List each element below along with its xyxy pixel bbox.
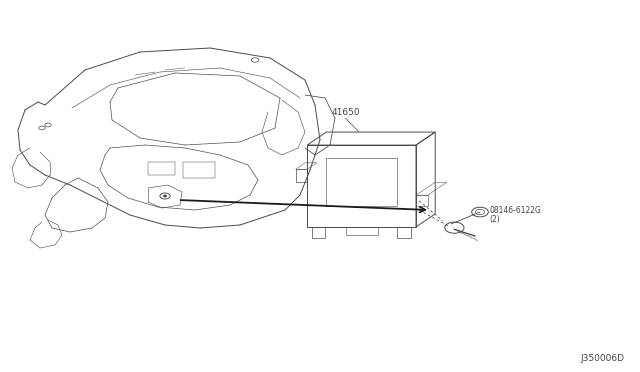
Circle shape <box>163 195 167 197</box>
Text: 08146-6122G: 08146-6122G <box>490 206 541 215</box>
Text: (2): (2) <box>490 215 500 224</box>
Text: J350006D: J350006D <box>580 354 624 363</box>
Text: 41650: 41650 <box>332 108 360 117</box>
